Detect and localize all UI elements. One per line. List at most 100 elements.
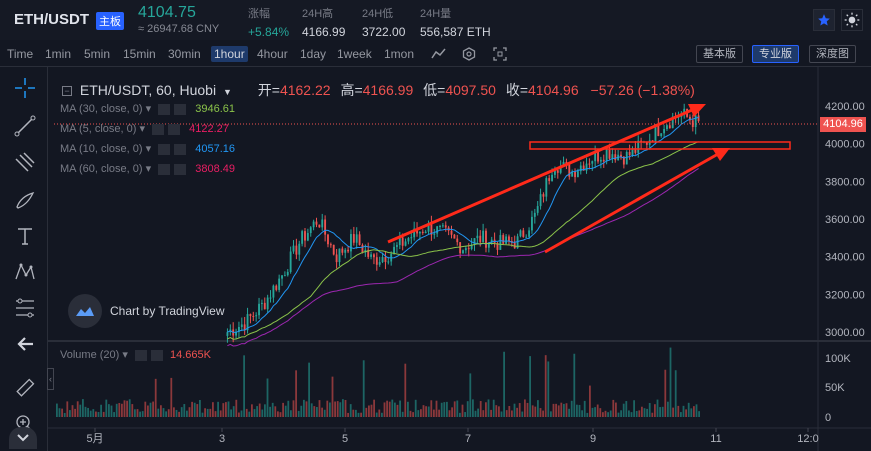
candle — [579, 165, 582, 172]
volume-bar — [638, 410, 641, 417]
candle — [536, 206, 539, 213]
fib-tool[interactable] — [12, 295, 38, 321]
timeframe-1mon[interactable]: 1mon — [384, 47, 415, 61]
close-icon[interactable] — [174, 103, 187, 115]
volume-bar — [269, 406, 271, 417]
candle — [608, 149, 611, 159]
settings-button[interactable] — [460, 45, 478, 63]
chevron-down-icon[interactable]: ▼ — [222, 87, 232, 97]
lower-arrow-annotation[interactable] — [544, 148, 730, 254]
time-tick-label: 7 — [465, 433, 471, 445]
close-icon[interactable] — [174, 143, 187, 155]
view-basic[interactable]: 基本版 — [696, 45, 743, 63]
time-tick-label: 12:0 — [797, 433, 818, 445]
ma-10-legend[interactable]: MA (10, close, 0) ▾ 4057.16 — [60, 143, 236, 155]
volume-bar — [435, 400, 438, 417]
candle — [249, 314, 252, 317]
last-price: 4104.75 — [138, 4, 196, 21]
timeframe-30min[interactable]: 30min — [168, 47, 201, 61]
volume-bar — [76, 401, 79, 417]
settings-icon[interactable] — [152, 123, 165, 135]
volume-bar — [222, 403, 225, 417]
ma-5-legend[interactable]: MA (5, close, 0) ▾ 4122.27 — [60, 123, 229, 135]
volume-bar — [516, 407, 518, 417]
pair-name[interactable]: ETH/USDT — [14, 11, 89, 28]
timeframe-15min[interactable]: 15min — [123, 47, 156, 61]
volume-bar — [682, 405, 685, 417]
ma-60-legend[interactable]: MA (60, close, 0) ▾ 3808.49 — [60, 163, 236, 175]
text-tool[interactable] — [12, 223, 38, 249]
upper-arrow-annotation[interactable] — [387, 104, 706, 244]
indicators-button[interactable] — [430, 45, 448, 63]
volume-bar — [292, 400, 295, 417]
volume-bar — [524, 399, 526, 417]
ma-30-legend[interactable]: MA (30, close, 0) ▾ 3946.61 — [60, 103, 236, 115]
close-value: 4104.96 — [528, 82, 579, 98]
theme-toggle-button[interactable] — [841, 9, 863, 31]
candle — [315, 221, 318, 225]
volume-bar — [113, 412, 115, 417]
collapse-legend-icon[interactable]: − — [62, 86, 72, 97]
volume-bar — [531, 405, 534, 417]
volume-bar — [256, 406, 258, 417]
brush-tool[interactable] — [12, 187, 38, 213]
volume-bar — [128, 399, 131, 417]
settings-icon[interactable] — [158, 103, 171, 115]
symbol-label[interactable]: ETH/USDT, 60, Huobi — [79, 82, 217, 98]
volume-bar — [583, 400, 586, 417]
candle — [338, 248, 341, 263]
candle — [272, 285, 275, 298]
trendline-tool[interactable] — [12, 113, 38, 139]
timeframe-time[interactable]: Time — [7, 47, 34, 61]
timeframe-4hour[interactable]: 4hour — [257, 47, 288, 61]
candle — [263, 302, 266, 310]
scroll-down-button[interactable] — [9, 427, 37, 449]
settings-icon[interactable] — [158, 163, 171, 175]
pitchfork-tool[interactable] — [12, 149, 38, 175]
volume-bar — [474, 410, 477, 417]
view-pro[interactable]: 专业版 — [752, 45, 799, 63]
timeframe-1hour[interactable]: 1hour — [211, 46, 248, 62]
timeframe-1min[interactable]: 1min — [45, 47, 72, 61]
volume-bar — [144, 401, 147, 417]
pattern-tool[interactable] — [12, 259, 38, 285]
candle — [226, 332, 229, 336]
fullscreen-button[interactable] — [491, 45, 509, 63]
timeframe-1week[interactable]: 1week — [337, 47, 372, 61]
resistance-box-annotation[interactable] — [529, 141, 791, 150]
volume-bar — [607, 412, 609, 417]
favorite-button[interactable] — [813, 9, 835, 31]
indicators-icon — [431, 48, 446, 59]
volume-bar — [430, 400, 433, 417]
candle — [539, 194, 542, 207]
volume-bar — [412, 412, 414, 417]
volume-bar — [305, 401, 308, 417]
settings-icon[interactable] — [158, 143, 171, 155]
back-button[interactable] — [12, 331, 38, 357]
ruler-tool[interactable] — [12, 375, 38, 401]
timeframe-1day[interactable]: 1day — [300, 47, 327, 61]
candle — [694, 115, 697, 128]
volume-bar — [355, 409, 357, 417]
volume-legend[interactable]: Volume (20) ▾ 14.665K — [60, 349, 211, 361]
close-icon[interactable] — [150, 349, 163, 361]
collapse-panel-button[interactable]: ‹ — [47, 368, 54, 390]
close-icon[interactable] — [174, 163, 187, 175]
volume-bar — [243, 355, 245, 417]
volume-bar — [134, 409, 136, 417]
tradingview-watermark[interactable]: Chart by TradingView — [68, 294, 225, 328]
timeframe-5min[interactable]: 5min — [84, 47, 111, 61]
volume-bar — [279, 412, 282, 417]
volume-bar — [191, 401, 193, 417]
view-depth[interactable]: 深度图 — [809, 45, 856, 63]
volume-bar — [677, 405, 680, 417]
settings-icon[interactable] — [134, 349, 147, 361]
price-chart[interactable]: 4200.00 4000.00 3800.00 3600.00 3400.00 3200.… — [48, 67, 871, 451]
crosshair-tool[interactable] — [12, 75, 38, 101]
candle — [281, 275, 283, 279]
close-icon[interactable] — [168, 123, 181, 135]
volume-bar — [173, 407, 175, 417]
candle — [467, 248, 470, 250]
candle — [533, 212, 536, 217]
volume-bar — [654, 404, 656, 417]
